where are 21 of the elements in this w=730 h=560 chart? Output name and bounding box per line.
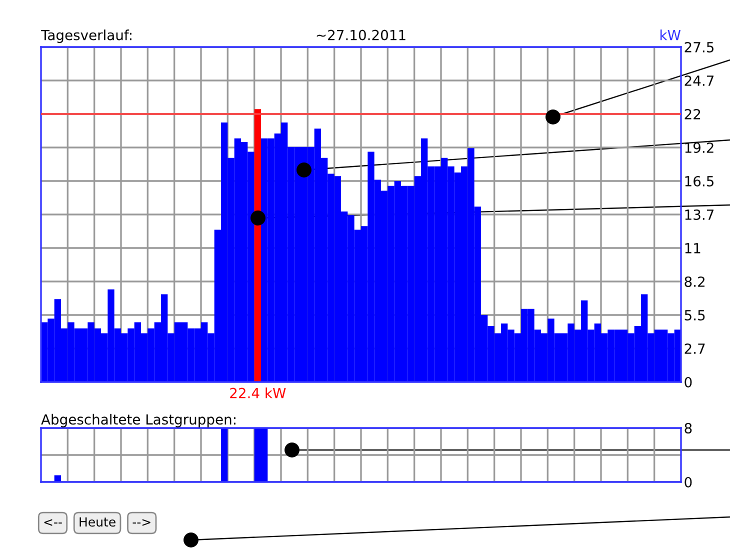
chart-title: Abgeschaltete Lastgruppen: xyxy=(41,414,236,428)
y-tick-label: 0 xyxy=(684,376,692,388)
data-label: 22.4 kW xyxy=(230,388,286,398)
text: --> xyxy=(132,519,150,526)
y-tick-label: 8 xyxy=(684,422,692,434)
y-tick-label: 27.5 xyxy=(684,42,714,52)
text: Heute xyxy=(80,517,116,527)
y-tick-label: 24.7 xyxy=(684,75,714,86)
y-axis-title: kW xyxy=(660,30,681,40)
y-tick-label: 19.2 xyxy=(685,142,714,153)
text: <-- xyxy=(44,519,62,526)
y-tick-label: 0 xyxy=(684,476,692,488)
y-tick-label: 13.7 xyxy=(685,209,714,220)
y-tick-label: 22 xyxy=(684,108,700,120)
chart-subtitle: ~27.10.2011 xyxy=(316,30,406,40)
y-tick-label: 16.5 xyxy=(685,176,714,186)
chart-title: Tagesverlauf: xyxy=(40,30,132,43)
y-tick-label: 2.7 xyxy=(684,343,705,354)
y-tick-label: 8.2 xyxy=(684,276,704,287)
y-tick-label: 11 xyxy=(685,243,700,254)
y-tick-label: 5.5 xyxy=(684,310,705,320)
